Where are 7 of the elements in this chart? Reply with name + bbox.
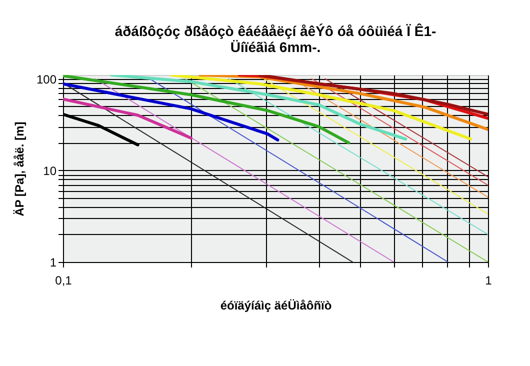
y-tick-label: 1 bbox=[50, 256, 57, 270]
x-tick-label: 0,1 bbox=[55, 274, 72, 288]
chart-title: áðáßôçóç ðßåóçò êáéâåëçí åêÝô óå óôüìéá Ï Ê1- Üíïéãìá 6mm-. bbox=[114, 22, 437, 55]
x-axis-title: éóïäýíáìç äéÜìåôñïò bbox=[220, 298, 332, 312]
y-tick-label: 100 bbox=[36, 72, 57, 86]
y-axis-title: ÄP [Pa], ååë. [m] bbox=[12, 122, 26, 216]
y-tick-label: 10 bbox=[43, 164, 57, 178]
